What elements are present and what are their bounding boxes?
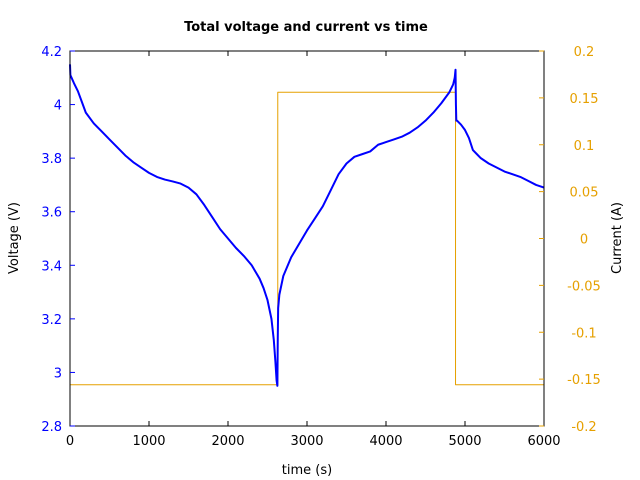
y-axis-left-label: Voltage (V)	[7, 202, 22, 274]
y-right-tick-label: 0.2	[574, 45, 595, 60]
y-left-tick-label: 4	[54, 99, 62, 114]
plot-frame	[69, 50, 545, 427]
plot-area	[69, 64, 545, 387]
y-right-tick-label: -0.15	[567, 373, 601, 388]
x-tick-label: 0	[66, 434, 74, 449]
y-right-tick-label: -0.1	[571, 326, 596, 341]
y-left-tick-label: 3	[54, 366, 62, 381]
voltage-series-line	[69, 64, 545, 387]
y-right-tick-label: 0.05	[570, 186, 599, 201]
y-left-tick-label: 2.8	[41, 420, 62, 435]
y-left-tick-label: 3.4	[41, 259, 62, 274]
x-tick-label: 1000	[132, 434, 165, 449]
x-tick-label: 4000	[369, 434, 402, 449]
chart-title: Total voltage and current vs time	[184, 20, 428, 35]
y-right-tick-label: 0	[580, 233, 588, 248]
y-left-tick-label: 3.8	[41, 152, 62, 167]
x-tick-label: 2000	[211, 434, 244, 449]
x-axis-label: time (s)	[282, 463, 332, 478]
x-tick-label: 5000	[448, 434, 481, 449]
y-right-tick-label: -0.05	[567, 279, 601, 294]
y-left-tick-label: 3.6	[41, 206, 62, 221]
x-tick-label: 3000	[290, 434, 323, 449]
y-right-tick-label: 0.1	[574, 139, 595, 154]
y-axis-right-label: Current (A)	[610, 202, 625, 274]
y-right-tick-label: -0.2	[571, 420, 596, 435]
axis-ticks: 0 1000 2000 3000 4000 5000 6000 2.8 3 3.2 3.4 3.6 3.…	[41, 45, 601, 449]
current-series-line	[70, 91, 544, 386]
x-tick-label: 6000	[527, 434, 560, 449]
y-left-tick-label: 4.2	[41, 45, 62, 60]
y-left-tick-label: 3.2	[41, 313, 62, 328]
y-right-tick-label: 0.15	[570, 92, 599, 107]
